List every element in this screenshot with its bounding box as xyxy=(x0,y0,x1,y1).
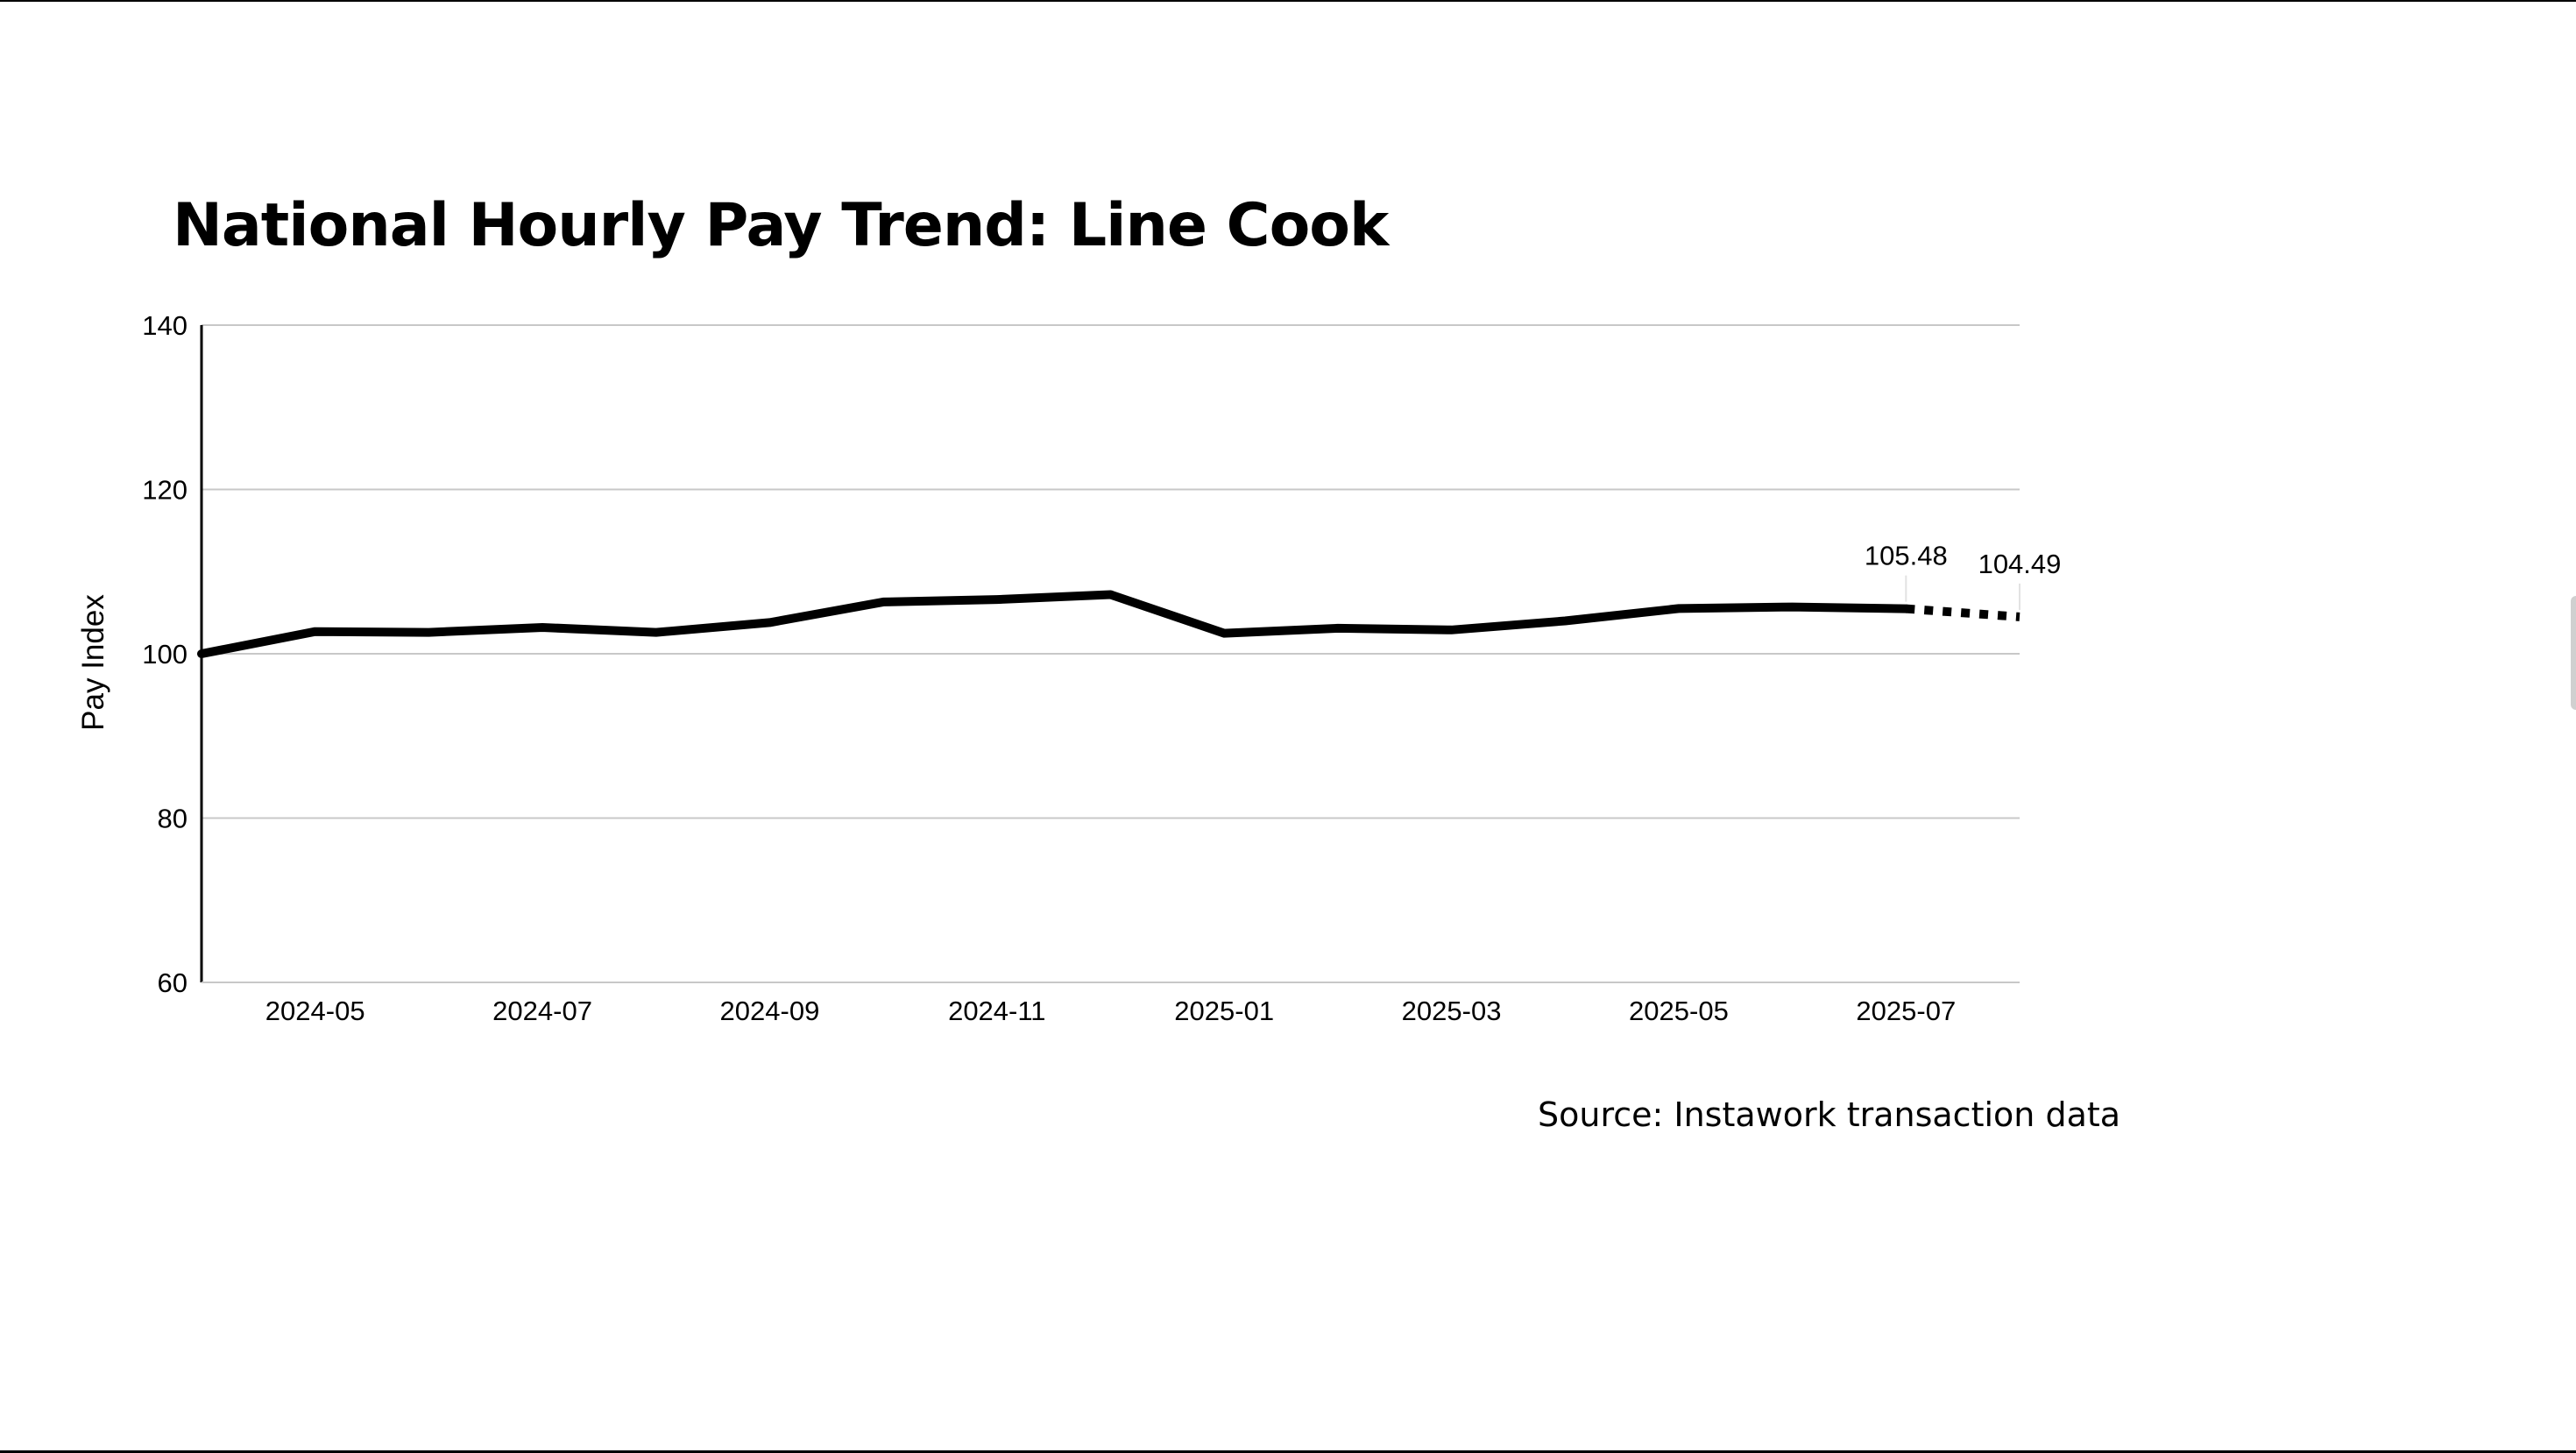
y-tick-label: 60 xyxy=(158,967,188,998)
side-panel-handle[interactable] xyxy=(2571,596,2576,710)
y-axis-title: Pay Index xyxy=(76,594,110,731)
x-tick-label: 2025-01 xyxy=(1174,996,1274,1026)
x-tick-label: 2025-05 xyxy=(1629,996,1729,1026)
bottom-border xyxy=(0,1450,2576,1453)
x-tick-labels: 2024-05 2024-07 2024-09 2024-11 2025-01 2025-… xyxy=(265,996,1956,1026)
top-border xyxy=(0,0,2576,2)
series-line xyxy=(197,590,1911,658)
gridlines xyxy=(202,324,2020,983)
x-tick-label: 2024-07 xyxy=(492,996,592,1026)
y-tick-label: 80 xyxy=(158,804,188,834)
x-tick-label: 2024-05 xyxy=(265,996,365,1026)
series-line-projection xyxy=(1905,604,2020,621)
x-tick-label: 2025-03 xyxy=(1402,996,1502,1026)
y-tick-label: 120 xyxy=(142,475,188,506)
data-labels: 105.48 104.49 xyxy=(1865,541,2062,610)
source-note: Source: Instawork transaction data xyxy=(1538,1095,2121,1134)
data-label: 105.48 xyxy=(1865,541,1948,571)
y-tick-label: 100 xyxy=(142,639,188,670)
x-tick-label: 2024-09 xyxy=(720,996,820,1026)
chart-title: National Hourly Pay Trend: Line Cook xyxy=(173,191,1389,260)
x-tick-label: 2024-11 xyxy=(948,996,1045,1026)
y-tick-label: 140 xyxy=(142,310,188,341)
x-tick-label: 2025-07 xyxy=(1856,996,1956,1026)
y-tick-labels: 60 80 100 120 140 xyxy=(142,310,188,998)
data-label: 104.49 xyxy=(1978,549,2062,579)
series-lines xyxy=(197,590,2020,658)
